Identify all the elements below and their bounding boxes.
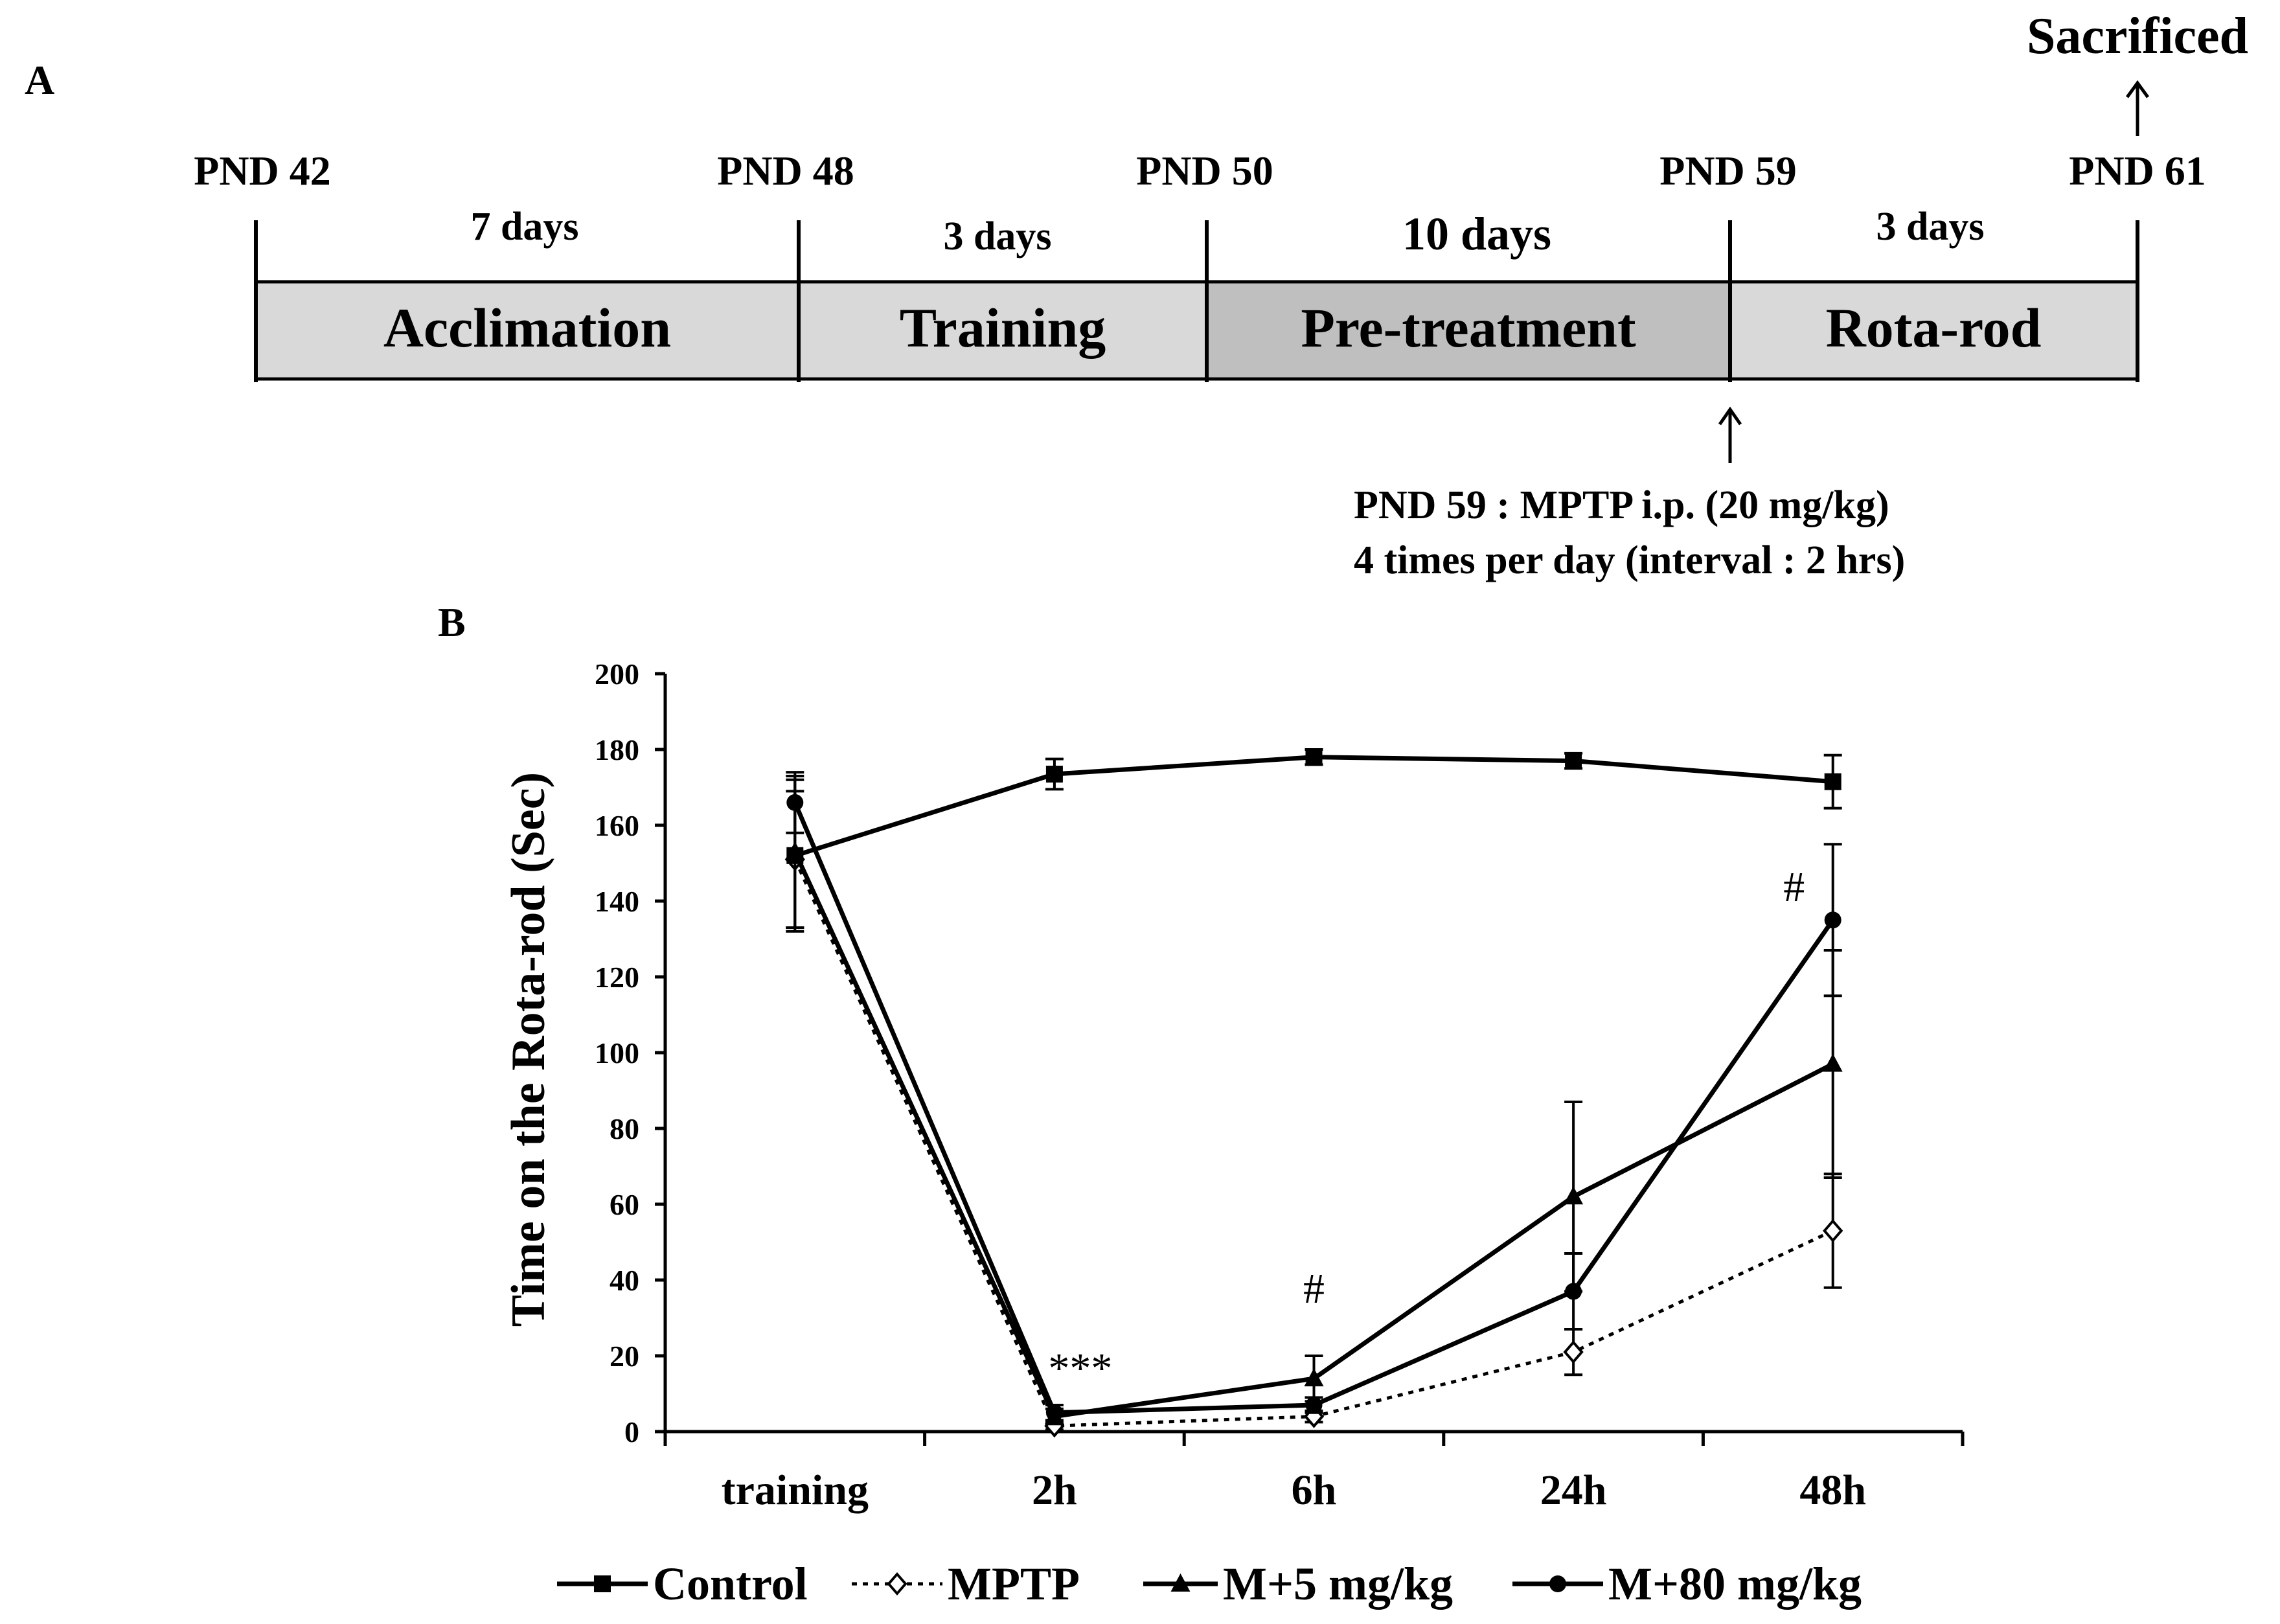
series-m-80-mg-kg	[786, 771, 1842, 1422]
duration-pretreatment: 10 days	[1402, 208, 1551, 260]
series-line	[793, 851, 1834, 1419]
sacrificed-arrow-icon	[2125, 80, 2150, 136]
legend-label: Control	[653, 1558, 808, 1610]
mptp-note-line2: 4 times per day (interval : 2 hrs)	[1354, 538, 1905, 582]
data-point	[1563, 1340, 1584, 1364]
duration-acclimation: 7 days	[470, 205, 578, 249]
data-point	[1305, 1397, 1323, 1414]
pnd-label-42: PND 42	[194, 148, 331, 194]
x-tick-label: 6h	[1292, 1467, 1337, 1514]
y-tick-label: 180	[595, 733, 639, 766]
significance-annotation: #	[1783, 863, 1805, 911]
significance-annotation: ***	[1048, 1345, 1112, 1392]
data-point	[1823, 1218, 1843, 1243]
y-tick-label: 120	[595, 961, 639, 994]
duration-training: 3 days	[943, 214, 1051, 258]
phase-rotarod: Rota-rod	[1826, 297, 2042, 359]
data-point	[1045, 1404, 1063, 1421]
data-point	[1045, 766, 1063, 783]
legend-label: MPTP	[948, 1558, 1080, 1610]
sacrificed-label: Sacrificed	[2027, 8, 2248, 65]
legend-entry: M+5 mg/kg	[1143, 1558, 1453, 1610]
data-point	[1824, 773, 1841, 790]
legend-entry: Control	[557, 1558, 808, 1610]
panel-b: B Time on the Rota-rod (Sec) 0 20 40 60 80 10…	[438, 599, 1965, 1610]
data-point	[1565, 1283, 1582, 1300]
x-tick-label: 2h	[1032, 1467, 1077, 1514]
data-point	[1824, 911, 1841, 929]
y-tick-label: 20	[610, 1340, 639, 1373]
y-tick-label: 100	[595, 1036, 639, 1069]
pnd-label-59: PND 59	[1659, 148, 1797, 194]
series-mptp	[784, 790, 1843, 1438]
x-tick-label: 24h	[1540, 1467, 1607, 1514]
phase-acclimation: Acclimation	[383, 297, 671, 359]
y-tick-label: 60	[610, 1188, 639, 1221]
phase-training: Training	[900, 297, 1106, 359]
pnd-label-48: PND 48	[717, 148, 854, 194]
panel-a-label: A	[25, 57, 54, 103]
legend-marker	[887, 1572, 907, 1596]
data-point	[1564, 1186, 1584, 1205]
data-point	[1305, 748, 1323, 766]
timeline-ticks	[254, 220, 2139, 382]
data-point	[1565, 752, 1582, 770]
phase-box-pretreatment	[1205, 280, 1732, 381]
x-tick-label: training	[722, 1467, 869, 1514]
y-tick-label: 140	[595, 885, 639, 918]
legend-entry: M+80 mg/kg	[1512, 1558, 1862, 1610]
data-point	[1304, 1368, 1324, 1387]
y-tick-label: 0	[624, 1415, 639, 1448]
phase-box-training	[797, 280, 1209, 381]
y-tick-label: 80	[610, 1112, 639, 1145]
mptp-arrow-icon	[1718, 406, 1742, 463]
legend-marker	[1170, 1573, 1191, 1592]
series-control	[786, 748, 1842, 933]
mptp-note-line1: PND 59 : MPTP i.p. (20 mg/kg)	[1354, 483, 1889, 527]
data-point	[1823, 1053, 1843, 1072]
y-axis-label: Time on the Rota-rod (Sec)	[502, 772, 555, 1327]
legend-marker	[594, 1575, 611, 1592]
significance-annotation: #	[1303, 1265, 1325, 1312]
panel-b-label: B	[438, 599, 466, 645]
phase-pretreatment: Pre-treatment	[1301, 297, 1636, 359]
pnd-label-50: PND 50	[1136, 148, 1273, 194]
y-tick-label: 200	[595, 658, 639, 691]
legend-label: M+5 mg/kg	[1223, 1558, 1453, 1610]
x-tick-label: 48h	[1799, 1467, 1866, 1514]
y-tick-label: 40	[610, 1264, 639, 1297]
legend-entry: MPTP	[852, 1558, 1080, 1610]
chart-area: 0 20 40 60 80 100 120 140 160 180 200 training 2h 6h 2…	[595, 658, 1965, 1514]
data-point	[786, 847, 804, 864]
y-tick-label: 160	[595, 809, 639, 842]
panel-a: A Sacrificed PND 42 PND 48 PND 50 PND 59…	[25, 8, 2248, 582]
series-line	[793, 801, 1835, 1415]
series-m-5-mg-kg	[785, 774, 1843, 1426]
pnd-label-61: PND 61	[2069, 148, 2206, 194]
duration-rotarod: 3 days	[1876, 205, 1984, 249]
legend-marker	[1549, 1575, 1566, 1592]
legend-label: M+80 mg/kg	[1608, 1558, 1862, 1610]
series-line	[794, 755, 1833, 858]
legend: Control MPTP M+5 mg/kg M+80 mg/kg	[557, 1558, 1862, 1610]
